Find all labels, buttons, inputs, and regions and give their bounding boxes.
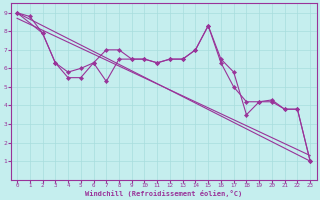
X-axis label: Windchill (Refroidissement éolien,°C): Windchill (Refroidissement éolien,°C) <box>85 190 242 197</box>
